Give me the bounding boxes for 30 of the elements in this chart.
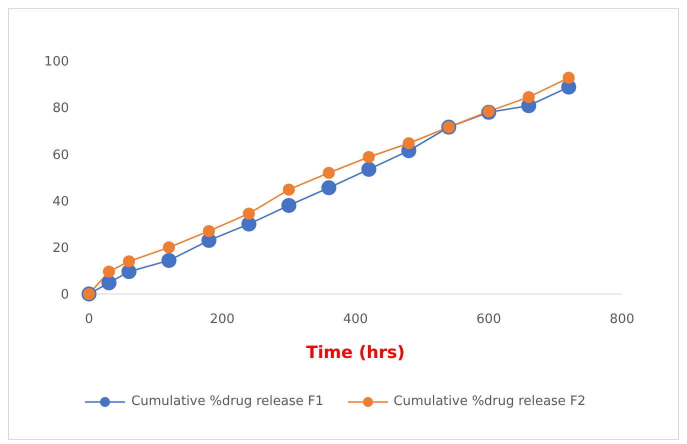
point [202,225,215,238]
point [242,208,255,220]
legend-label: Cumulative %drug release F2 [394,394,586,409]
legend-label: Cumulative %drug release F1 [131,394,324,409]
x-tick-label: 600 [476,312,502,328]
x-tick-label: 400 [343,312,368,328]
point [362,150,375,163]
point [282,184,295,196]
y-tick-label: 0 [60,288,69,303]
point [321,180,336,196]
y-tick-label: 80 [52,101,69,116]
point [102,266,115,278]
x-tick-label: 800 [610,312,634,328]
y-tick-label: 60 [52,148,69,163]
point [161,252,176,268]
point [402,137,415,150]
y-tick-label: 100 [44,54,69,70]
point [162,241,175,254]
y-tick-label: 40 [52,194,69,210]
point [101,275,116,290]
x-tick-label: 200 [210,312,235,328]
point [322,166,335,179]
point [361,162,376,177]
x-axis-title: Time (hrs) [306,343,405,364]
y-tick-label: 20 [52,241,69,256]
point [122,255,135,268]
point [522,91,535,104]
point [562,72,575,84]
x-tick-label: 0 [84,312,94,328]
point [281,198,296,213]
